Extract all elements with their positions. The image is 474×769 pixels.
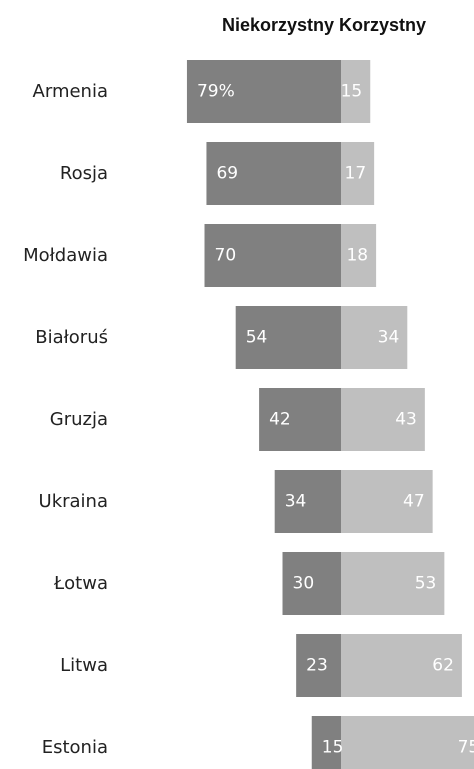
- category-label: Łotwa: [53, 573, 108, 594]
- value-label-unfavorable: 69: [216, 164, 238, 184]
- legend: Niekorzystny Korzystny: [222, 15, 426, 35]
- value-label-unfavorable: 23: [306, 656, 328, 676]
- bar-favorable: [341, 142, 375, 205]
- category-label: Estonia: [42, 737, 108, 758]
- value-label-favorable: 47: [403, 492, 425, 512]
- bar-unfavorable: [259, 388, 341, 451]
- category-label: Ukraina: [39, 491, 108, 512]
- value-label-favorable: 75: [458, 738, 474, 758]
- value-label-favorable: 62: [432, 656, 454, 676]
- value-label-favorable: 17: [345, 164, 367, 184]
- bar-unfavorable: [206, 142, 341, 205]
- category-label: Mołdawia: [23, 245, 108, 266]
- bars-group: Armenia 79% 15 Rosja 69 17 Mołdawia 70 18 Białoru…: [23, 60, 474, 769]
- bar-unfavorable: [186, 60, 341, 123]
- legend-label-unfavorable: Niekorzystny: [222, 15, 334, 35]
- value-label-unfavorable: 15: [322, 738, 344, 758]
- category-label: Rosja: [60, 163, 108, 184]
- value-label-unfavorable: 42: [269, 410, 291, 430]
- bar-favorable: [341, 470, 433, 533]
- category-label: Litwa: [60, 655, 108, 676]
- bar-favorable: [341, 224, 377, 287]
- bar-favorable: [341, 60, 371, 123]
- bar-favorable: [341, 634, 462, 697]
- bar-unfavorable: [235, 306, 341, 369]
- value-label-unfavorable: 30: [293, 574, 315, 594]
- value-label-unfavorable: 79%: [197, 82, 235, 102]
- bar-favorable: [341, 552, 445, 615]
- value-label-unfavorable: 54: [246, 328, 268, 348]
- bar-favorable: [341, 306, 408, 369]
- bar-unfavorable: [282, 552, 341, 615]
- value-label-favorable: 18: [346, 246, 368, 266]
- category-label: Gruzja: [50, 409, 108, 430]
- bar-unfavorable: [274, 470, 341, 533]
- value-label-favorable: 34: [378, 328, 400, 348]
- bar-unfavorable: [296, 634, 341, 697]
- legend-label-favorable: Korzystny: [339, 15, 426, 35]
- category-label: Armenia: [33, 81, 108, 102]
- value-label-unfavorable: 34: [285, 492, 307, 512]
- bar-favorable: [341, 388, 425, 451]
- value-label-favorable: 43: [395, 410, 417, 430]
- category-label: Białoruś: [35, 327, 108, 348]
- value-label-unfavorable: 70: [215, 246, 237, 266]
- value-label-favorable: 15: [341, 82, 363, 102]
- bar-unfavorable: [204, 224, 341, 287]
- value-label-favorable: 53: [415, 574, 437, 594]
- bar-favorable: [341, 716, 474, 769]
- bar-unfavorable: [311, 716, 341, 769]
